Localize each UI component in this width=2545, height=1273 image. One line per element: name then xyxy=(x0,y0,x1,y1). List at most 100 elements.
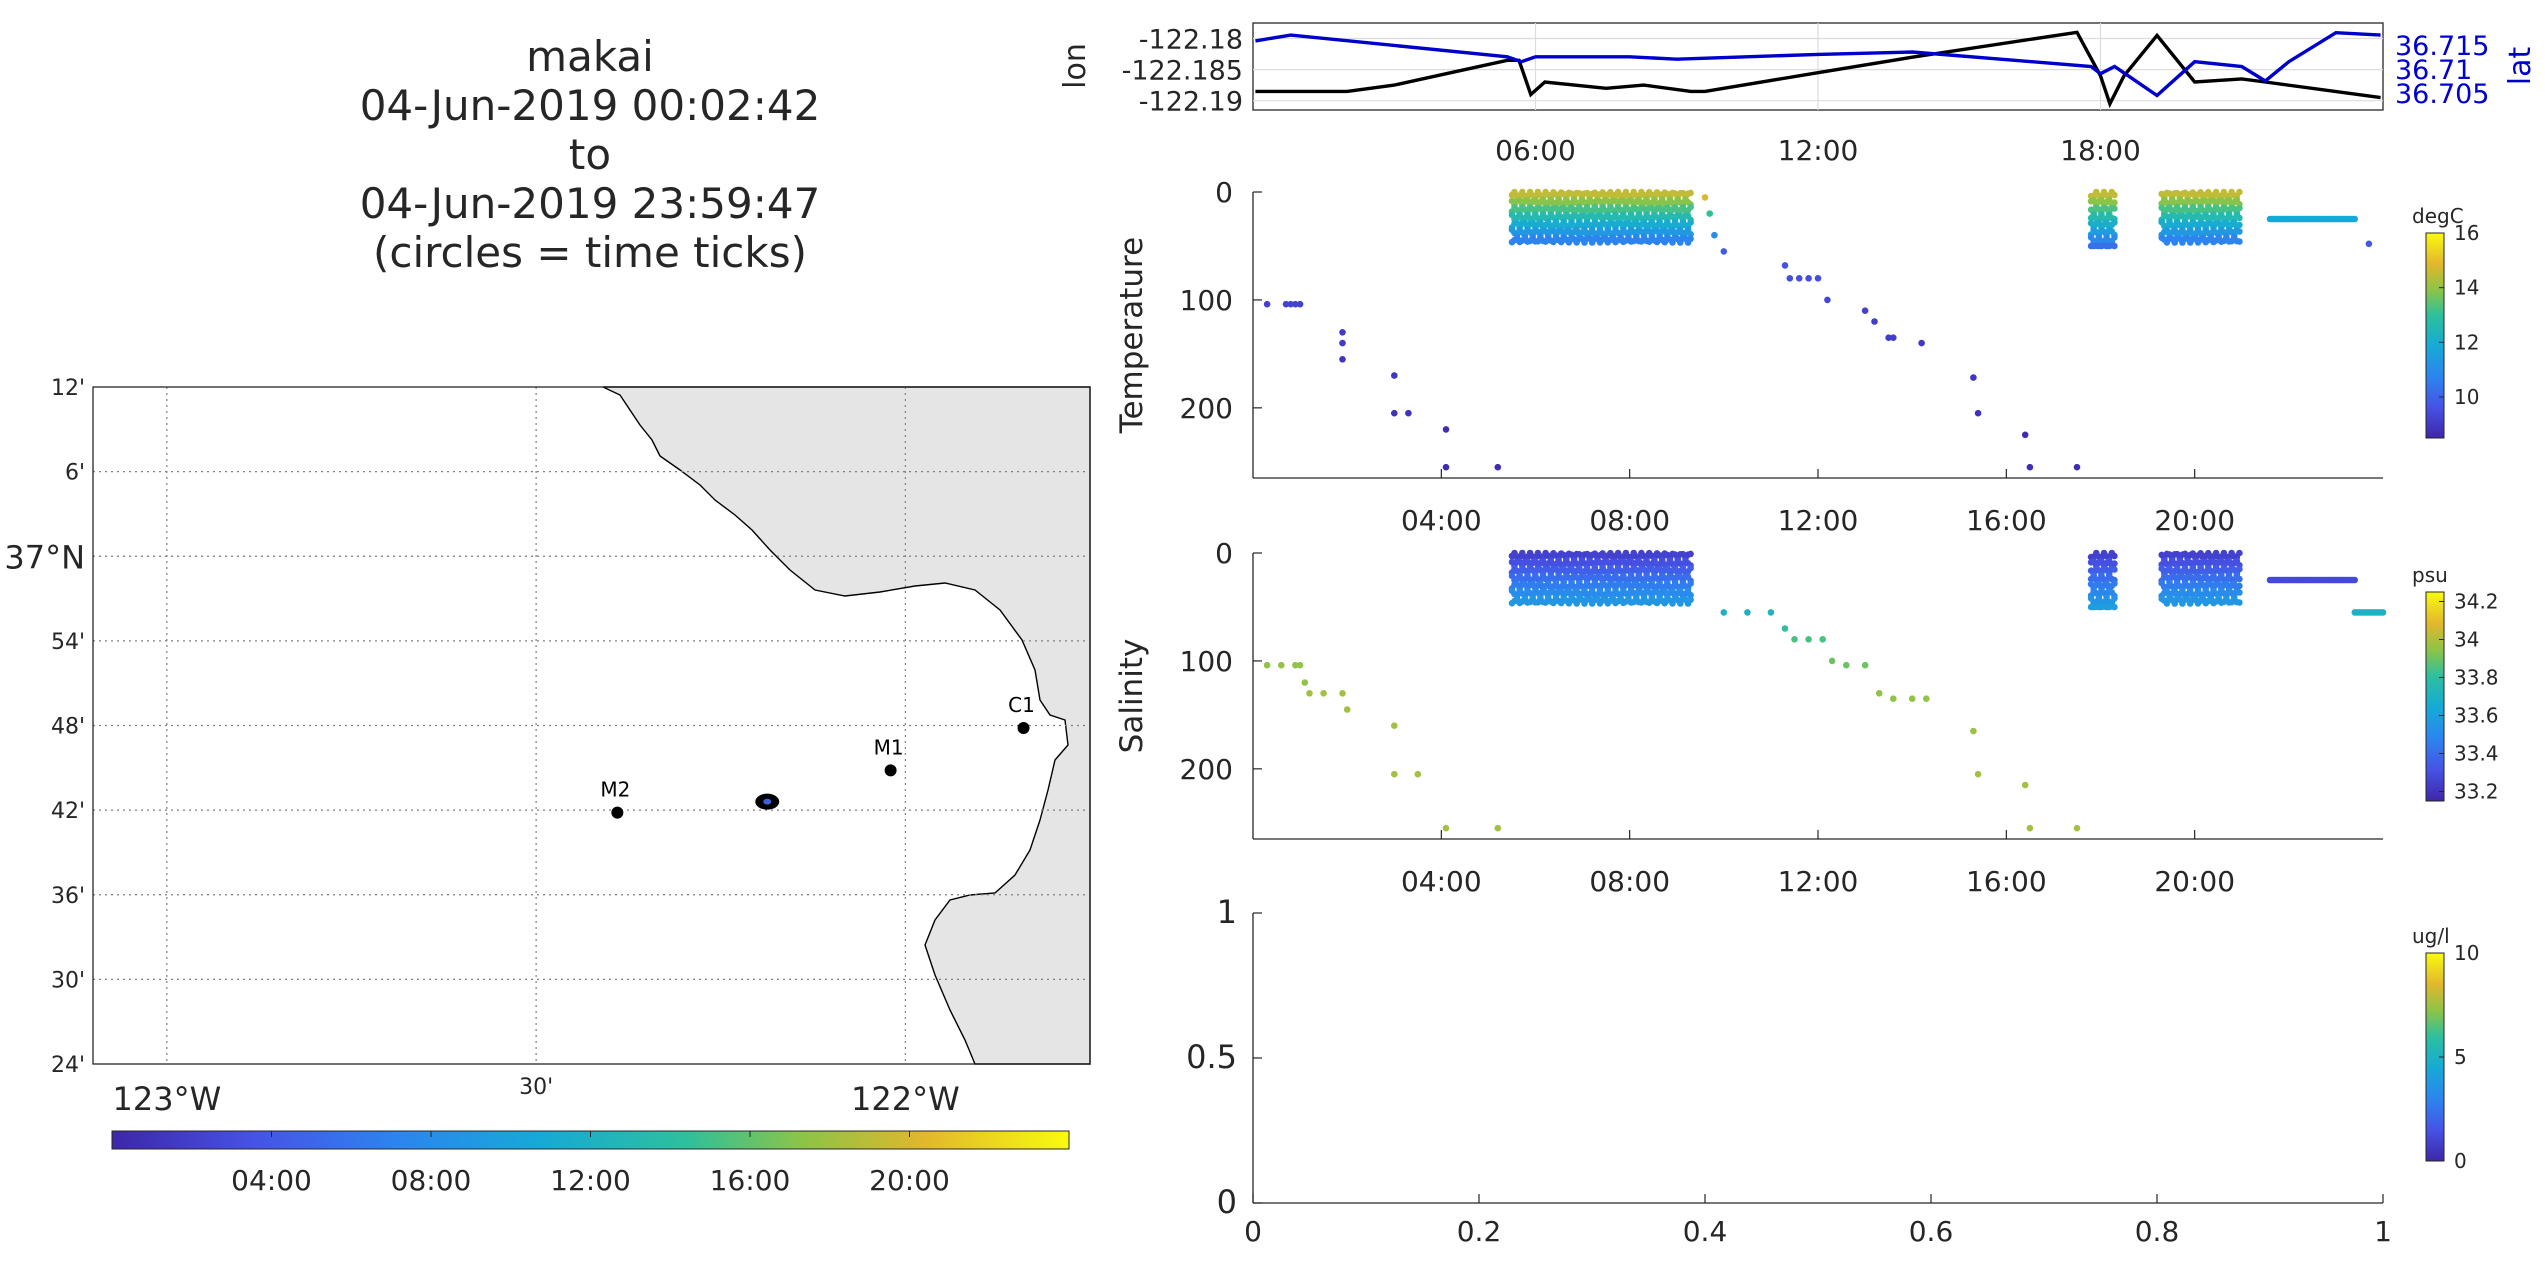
colorbar-tick-label: 33.2 xyxy=(2454,780,2499,804)
title-line-2: 04-Jun-2019 00:02:42 xyxy=(359,81,821,130)
lonlat-panel: 06:00 12:00 18:00 -122.18-122.185-122.19 36.… xyxy=(1058,22,2538,167)
axis-x-tick-label: 0.2 xyxy=(1457,1215,1502,1248)
salinity-colorbar xyxy=(2425,591,2445,802)
data-point xyxy=(1296,300,1304,308)
lonlat-y2-tick-label: 36.705 xyxy=(2395,79,2489,110)
lonlat-x-tick-label: 06:00 xyxy=(1495,134,1576,167)
data-point xyxy=(1805,275,1812,282)
colorbar-label: degC xyxy=(2412,204,2464,228)
axis-x-tick-label: 08:00 xyxy=(1589,865,1670,898)
data-point xyxy=(1339,329,1346,336)
lonlat-y-tick-label: -122.185 xyxy=(1122,56,1243,87)
map-lat-tick-label: 24' xyxy=(51,1053,85,1078)
data-point xyxy=(2073,463,2081,471)
axis-x-tick-label: 12:00 xyxy=(1778,504,1859,537)
map-lon-tick-label: 30' xyxy=(519,1075,553,1100)
data-point xyxy=(1687,219,1694,226)
colorbar-tick-label: 33.8 xyxy=(2454,666,2499,690)
data-point xyxy=(1875,690,1883,697)
axis-ylabel: Temperature xyxy=(1114,237,1150,434)
axis-y-tick-label: 100 xyxy=(1180,284,1233,317)
lonlat-series xyxy=(1255,30,2381,109)
data-point xyxy=(1292,300,1299,308)
map-colorbar-tick-label: 08:00 xyxy=(391,1164,472,1197)
data-point xyxy=(1706,210,1713,217)
map-lat-tick-label: 36' xyxy=(51,884,85,909)
axis-x-tick-label: 16:00 xyxy=(1966,865,2047,898)
data-point xyxy=(1391,372,1398,379)
map-lat-tick-label: 48' xyxy=(51,715,85,740)
lonlat-ylabel: lon xyxy=(1058,43,1093,89)
axis-y-tick-label: 0 xyxy=(1215,176,1233,209)
data-point xyxy=(1494,824,1502,832)
temperature-axes: 04:00 08:00 12:00 16:00 20:00 0 100 200 Temperat… xyxy=(1114,176,2383,537)
data-point xyxy=(1711,231,1718,239)
data-point xyxy=(1781,625,1789,632)
data-point xyxy=(2236,565,2243,573)
data-point xyxy=(2236,599,2243,606)
map-lon-tick-label: 122°W xyxy=(851,1080,960,1118)
data-point xyxy=(1819,636,1826,643)
axis-x-tick-label: 0.4 xyxy=(1683,1215,1728,1248)
data-point xyxy=(2379,609,2387,616)
axis-y-tick-label: 0 xyxy=(1217,1183,1237,1221)
axis-y-tick-label: 200 xyxy=(1180,753,1233,786)
data-point xyxy=(1970,374,1977,381)
axis-ylabel: Salinity xyxy=(1114,639,1150,754)
data-point xyxy=(1296,661,1304,669)
map-gridlines xyxy=(93,387,1090,1064)
station-marker xyxy=(884,764,897,777)
salinity-panel: 04:00 08:00 12:00 16:00 20:00 0 100 200 Salinity… xyxy=(1114,537,2499,898)
map-land xyxy=(602,386,1091,1065)
colorbar-tick-label: 12 xyxy=(2454,330,2479,354)
data-point xyxy=(1687,591,1694,599)
lonlat-series-lon xyxy=(1255,30,2381,109)
data-point xyxy=(2021,781,2029,789)
data-point xyxy=(1282,300,1290,308)
colorbar-tick-label: 10 xyxy=(2454,941,2479,965)
data-point xyxy=(2365,240,2373,248)
colorbar-tick-label: 16 xyxy=(2454,221,2479,245)
data-point xyxy=(2111,199,2118,206)
data-point xyxy=(1292,661,1299,669)
data-point xyxy=(1414,770,1422,778)
station-marker xyxy=(611,806,624,819)
colorbar-tick-label: 34.2 xyxy=(2454,590,2499,614)
data-point xyxy=(1687,580,1694,587)
data-point xyxy=(2236,575,2243,583)
data-point xyxy=(1391,409,1398,417)
data-point xyxy=(1339,339,1346,347)
map-panel: 12' 6' 37°N 54' 48' 42' 36' 30' 24' 123°W 30' 122°W… xyxy=(4,376,1091,1197)
data-point xyxy=(1786,275,1794,282)
data-point xyxy=(1687,564,1694,572)
data-point xyxy=(1263,300,1271,308)
data-point xyxy=(1923,695,1930,702)
salinity-axes: 04:00 08:00 12:00 16:00 20:00 0 100 200 Salinity xyxy=(1114,537,2383,898)
map-colorbar-tick-label: 16:00 xyxy=(710,1164,791,1197)
data-point xyxy=(1918,339,1925,347)
axis-y-tick-label: 200 xyxy=(1180,392,1233,425)
data-point xyxy=(2236,549,2243,557)
station-label: M2 xyxy=(600,778,630,802)
data-point xyxy=(1278,661,1285,669)
axis-x-tick-label: 0.6 xyxy=(1909,1215,1954,1248)
data-point xyxy=(1687,189,1694,197)
temperature-colorbar-ticks: 16 14 12 10 degC xyxy=(2412,204,2479,409)
lonlat-y2-tick-label: 36.71 xyxy=(2395,55,2472,86)
colorbar-label: ug/l xyxy=(2412,924,2450,948)
title-line-3: to xyxy=(568,130,612,179)
title-line-4: 04-Jun-2019 23:59:47 xyxy=(359,179,821,228)
data-point xyxy=(1701,194,1709,201)
data-point xyxy=(1890,334,1897,342)
data-point xyxy=(1744,609,1751,616)
data-point xyxy=(1320,690,1327,697)
data-point xyxy=(2236,238,2243,245)
data-point xyxy=(2236,221,2243,229)
data-point xyxy=(2351,215,2358,223)
title-line-5: (circles = time ticks) xyxy=(373,228,807,277)
data-point xyxy=(1720,609,1728,616)
data-point xyxy=(1442,463,1450,471)
map-lat-tick-label: 37°N xyxy=(4,538,85,576)
temperature-panel: 04:00 08:00 12:00 16:00 20:00 0 100 200 Temperat… xyxy=(1114,176,2479,537)
